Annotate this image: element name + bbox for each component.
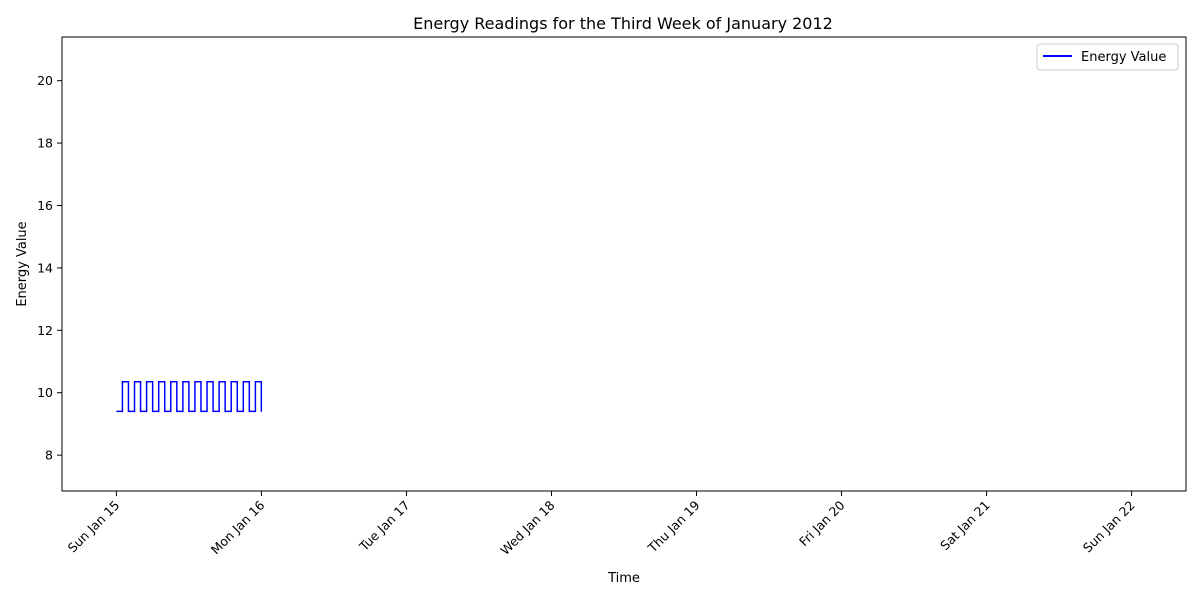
x-tick-label: Wed Jan 18 <box>497 497 557 557</box>
y-tick-label: 16 <box>37 198 53 213</box>
y-tick-label: 18 <box>37 136 53 151</box>
legend-box <box>1036 43 1179 71</box>
y-tick-label: 14 <box>37 260 53 275</box>
y-tick-label: 12 <box>37 323 53 338</box>
x-tick-label: Sun Jan 22 <box>1080 498 1138 556</box>
x-tick-label: Sun Jan 15 <box>65 498 123 556</box>
series-layer <box>116 381 263 413</box>
y-tick-label: 20 <box>37 73 53 88</box>
plot-area <box>61 36 1187 492</box>
chart-title: Energy Readings for the Third Week of Ja… <box>413 14 833 33</box>
y-axis: 8 10 12 14 16 18 20 <box>37 73 62 463</box>
x-axis: Sun Jan 15 Mon Jan 16 Tue Jan 17 Wed Jan 18… <box>65 491 1138 558</box>
x-tick-label: Sat Jan 21 <box>937 498 993 554</box>
y-axis-label: Energy Value <box>15 221 30 306</box>
x-tick-label: Fri Jan 20 <box>796 497 848 549</box>
legend-label: Energy Value <box>1081 50 1166 65</box>
y-tick-label: 8 <box>45 448 53 463</box>
x-tick-label: Mon Jan 16 <box>208 497 268 557</box>
x-tick-label: Thu Jan 19 <box>644 497 702 555</box>
x-tick-label: Tue Jan 17 <box>356 498 413 555</box>
legend: Energy Value <box>1036 43 1179 71</box>
y-tick-label: 10 <box>37 385 53 400</box>
plot-frame <box>61 36 1187 492</box>
plot-background <box>62 37 1186 491</box>
series-line-energy-value <box>116 381 263 413</box>
x-axis-label: Time <box>607 571 640 586</box>
